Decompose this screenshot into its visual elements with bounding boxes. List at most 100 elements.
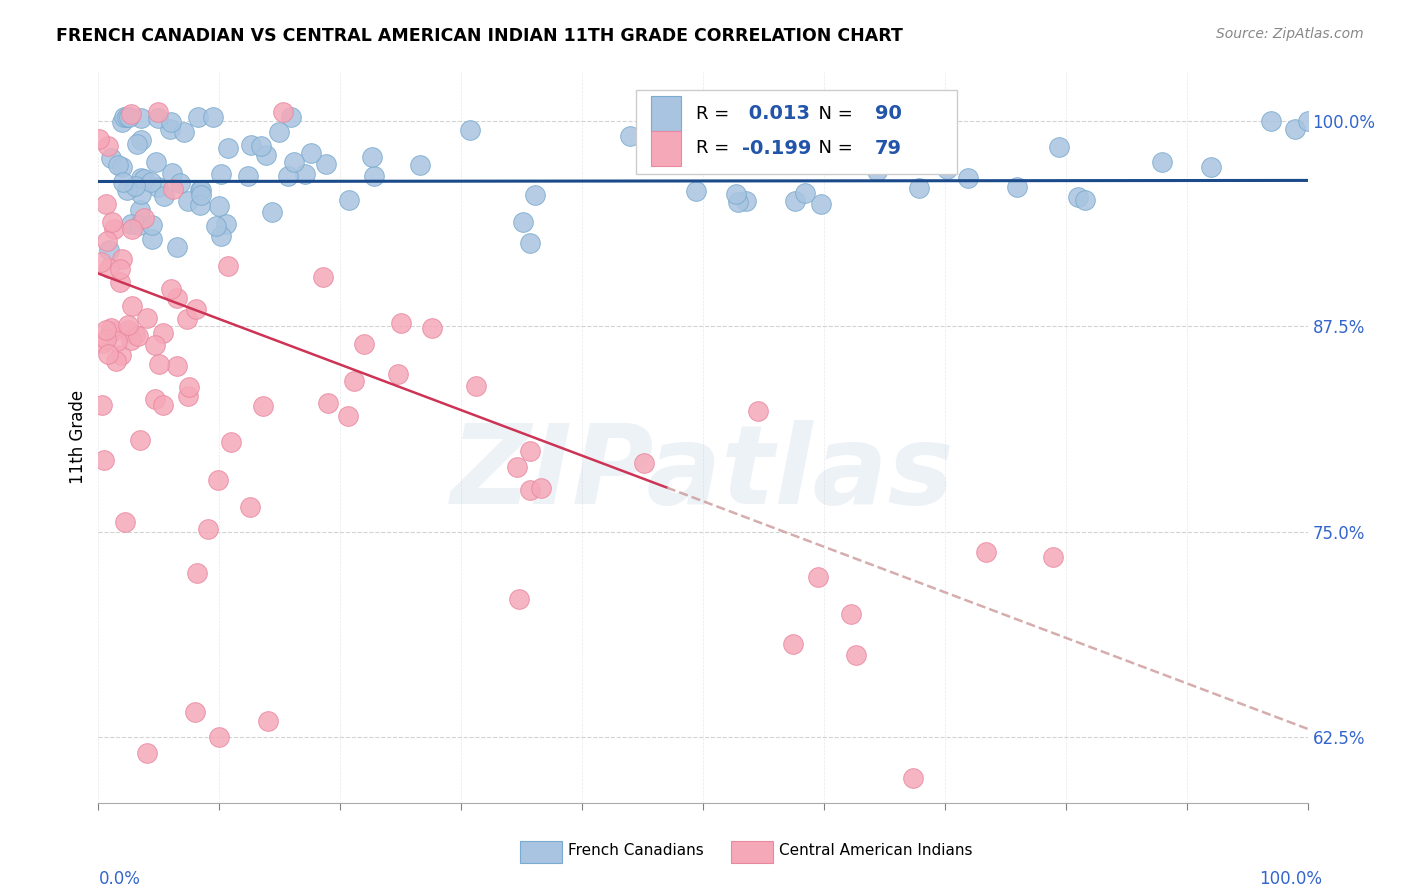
Point [908,181,931,195]
Point [363,169,385,183]
Point [343,374,366,388]
Point [162,166,184,180]
Point [1152,154,1174,169]
Point [107,157,129,171]
Point [312,269,335,284]
Point [215,217,238,231]
Point [727,195,749,210]
Point [190,183,212,197]
Point [530,481,553,495]
Point [735,139,758,153]
Point [280,111,302,125]
Point [129,203,152,218]
Point [657,119,679,133]
Point [124,328,146,343]
Point [159,122,181,136]
Point [936,161,959,176]
Point [121,218,143,232]
Point [519,235,541,250]
FancyBboxPatch shape [651,96,682,131]
Text: FRENCH CANADIAN VS CENTRAL AMERICAN INDIAN 11TH GRADE CORRELATION CHART: FRENCH CANADIAN VS CENTRAL AMERICAN INDI… [56,27,903,45]
Point [315,156,337,170]
Point [91,336,114,351]
Point [111,252,134,267]
Point [125,136,148,151]
Point [120,333,142,347]
Point [176,311,198,326]
Point [176,389,198,403]
Point [209,167,232,181]
Point [901,771,924,785]
Point [974,545,997,559]
Point [117,323,139,337]
Point [202,111,225,125]
Point [336,409,359,423]
Point [111,115,134,129]
Point [111,160,134,174]
Text: N =: N = [807,139,859,157]
Point [793,186,815,200]
Point [845,648,868,662]
Point [337,194,360,208]
Point [139,175,162,189]
Point [97,347,120,361]
Text: -0.199: -0.199 [742,138,811,158]
Point [127,328,149,343]
Point [115,111,138,125]
Point [97,138,120,153]
Point [166,240,188,254]
Point [105,354,128,368]
Text: Central American Indians: Central American Indians [779,843,973,857]
Point [101,215,124,229]
Point [422,320,444,334]
Point [105,334,128,348]
Point [747,404,769,418]
Point [458,123,481,137]
Point [120,107,142,121]
Point [153,188,176,202]
Text: 90: 90 [875,104,901,123]
Point [316,396,339,410]
Point [129,133,152,147]
Point [101,324,124,338]
Point [283,155,305,169]
Point [387,368,409,382]
Point [143,392,166,406]
Point [186,566,208,580]
Point [654,136,676,151]
Point [131,187,153,202]
Point [1047,140,1070,154]
Point [94,332,117,346]
Point [177,380,200,394]
Point [91,398,114,412]
Point [841,607,863,621]
Point [782,637,804,651]
Point [389,316,412,330]
Point [100,151,122,165]
FancyBboxPatch shape [651,130,682,166]
Point [169,176,191,190]
Point [465,379,488,393]
Point [408,158,430,172]
Point [187,111,209,125]
Point [148,357,170,371]
Point [173,125,195,139]
Point [769,111,792,125]
Point [512,215,534,229]
Point [207,473,229,487]
Point [118,111,141,125]
Point [145,155,167,169]
FancyBboxPatch shape [637,90,957,174]
Text: 100.0%: 100.0% [1258,870,1322,888]
Text: R =: R = [696,139,735,157]
Point [128,218,150,232]
Point [776,151,799,165]
Point [162,182,184,196]
Point [866,163,889,178]
Point [87,132,110,146]
Point [152,326,174,340]
Point [96,234,118,248]
Point [124,178,146,193]
Point [735,194,758,208]
Point [277,169,299,183]
